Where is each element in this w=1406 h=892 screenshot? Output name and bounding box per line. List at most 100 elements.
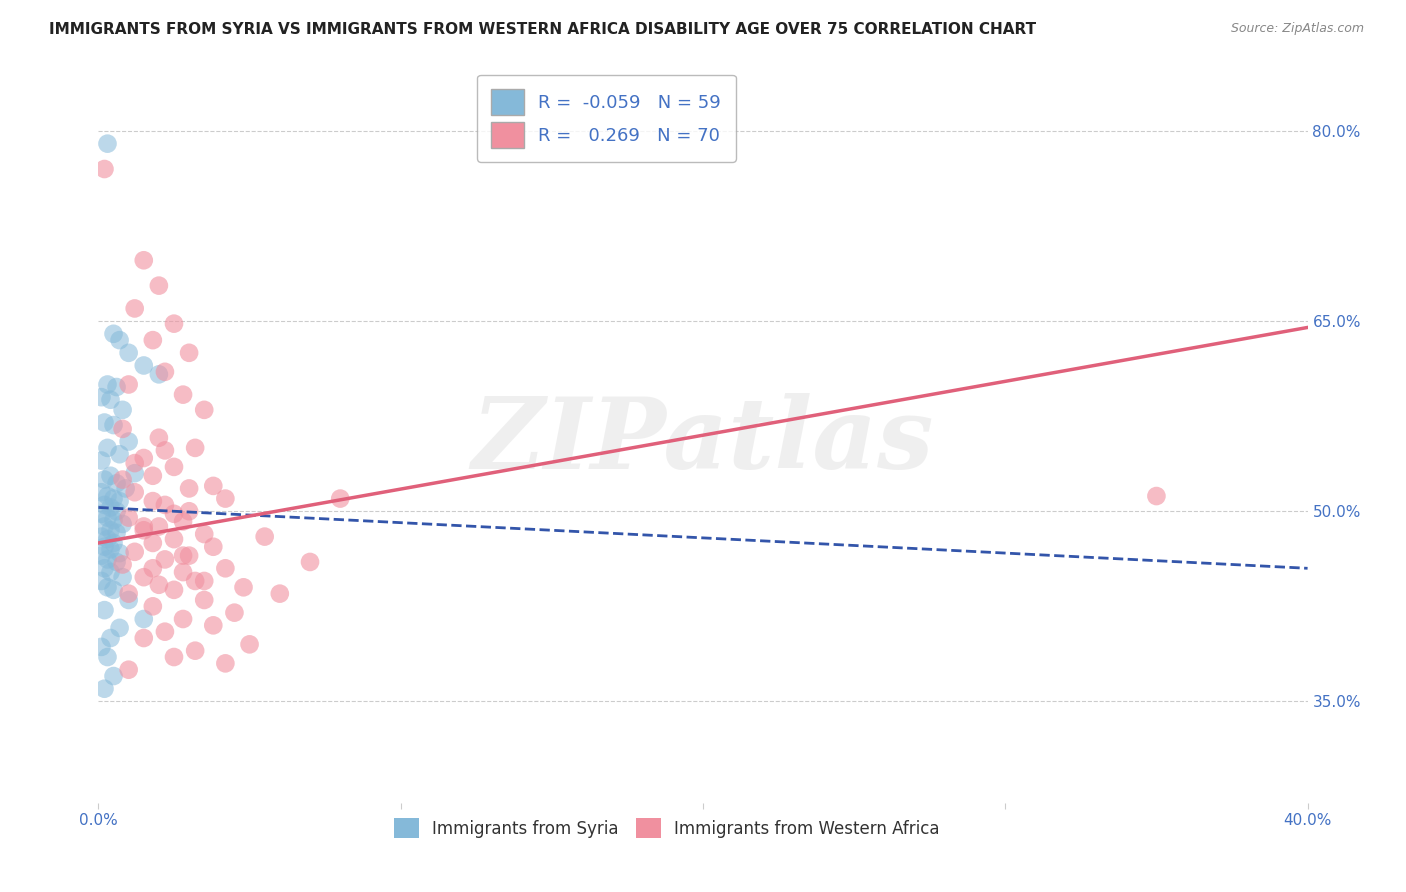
Point bbox=[93, 498, 115, 512]
Point bbox=[100, 542, 122, 557]
Point bbox=[148, 431, 170, 445]
Point bbox=[214, 491, 236, 506]
Point bbox=[96, 552, 118, 566]
Point bbox=[93, 416, 115, 430]
Point bbox=[124, 467, 146, 481]
Point bbox=[329, 491, 352, 506]
Point bbox=[132, 253, 155, 268]
Point bbox=[124, 456, 146, 470]
Text: ZIPatlas: ZIPatlas bbox=[472, 393, 934, 490]
Point bbox=[163, 650, 186, 665]
Point bbox=[193, 574, 215, 588]
Point bbox=[132, 570, 155, 584]
Point bbox=[111, 473, 134, 487]
Point bbox=[172, 565, 194, 579]
Point bbox=[96, 136, 118, 151]
Point bbox=[153, 552, 176, 566]
Point bbox=[111, 516, 134, 531]
Point bbox=[148, 519, 170, 533]
Point bbox=[193, 402, 215, 417]
Point bbox=[179, 346, 201, 360]
Point bbox=[124, 545, 146, 559]
Point bbox=[108, 333, 131, 347]
Point bbox=[239, 637, 262, 651]
Point bbox=[118, 587, 141, 601]
Point bbox=[118, 346, 141, 360]
Point bbox=[172, 515, 194, 529]
Point bbox=[108, 546, 131, 560]
Point bbox=[96, 489, 118, 503]
Point bbox=[202, 618, 225, 632]
Point bbox=[93, 161, 115, 176]
Point bbox=[93, 473, 115, 487]
Point bbox=[96, 510, 118, 524]
Point bbox=[111, 422, 134, 436]
Point bbox=[108, 447, 131, 461]
Point bbox=[163, 507, 186, 521]
Point bbox=[90, 453, 112, 467]
Point bbox=[172, 612, 194, 626]
Point bbox=[124, 301, 146, 316]
Point bbox=[103, 582, 125, 597]
Point bbox=[214, 561, 236, 575]
Point bbox=[103, 669, 125, 683]
Point bbox=[163, 532, 186, 546]
Point bbox=[90, 507, 112, 521]
Point bbox=[100, 468, 122, 483]
Point bbox=[90, 530, 112, 544]
Text: Source: ZipAtlas.com: Source: ZipAtlas.com bbox=[1230, 22, 1364, 36]
Point bbox=[118, 377, 141, 392]
Point bbox=[153, 443, 176, 458]
Point bbox=[179, 549, 201, 563]
Point bbox=[96, 377, 118, 392]
Point bbox=[142, 536, 165, 550]
Legend: Immigrants from Syria, Immigrants from Western Africa: Immigrants from Syria, Immigrants from W… bbox=[388, 812, 946, 845]
Point bbox=[163, 459, 186, 474]
Point bbox=[100, 392, 122, 407]
Point bbox=[163, 582, 186, 597]
Point bbox=[163, 317, 186, 331]
Point bbox=[142, 468, 165, 483]
Point bbox=[132, 450, 155, 465]
Point bbox=[90, 640, 112, 654]
Point bbox=[184, 643, 207, 657]
Point bbox=[111, 558, 134, 572]
Point bbox=[153, 498, 176, 512]
Point bbox=[118, 434, 141, 449]
Point bbox=[103, 513, 125, 527]
Point bbox=[214, 657, 236, 671]
Point bbox=[90, 549, 112, 563]
Point bbox=[105, 476, 128, 491]
Point bbox=[172, 387, 194, 401]
Point bbox=[193, 593, 215, 607]
Point bbox=[124, 485, 146, 500]
Point bbox=[103, 418, 125, 433]
Point bbox=[142, 561, 165, 575]
Point bbox=[111, 570, 134, 584]
Point bbox=[172, 549, 194, 563]
Point bbox=[232, 580, 254, 594]
Point bbox=[179, 504, 201, 518]
Point bbox=[184, 574, 207, 588]
Point bbox=[111, 402, 134, 417]
Point bbox=[105, 380, 128, 394]
Point bbox=[184, 441, 207, 455]
Point bbox=[96, 580, 118, 594]
Point bbox=[132, 523, 155, 537]
Point bbox=[132, 612, 155, 626]
Point bbox=[118, 663, 141, 677]
Point bbox=[100, 523, 122, 537]
Point bbox=[202, 479, 225, 493]
Point bbox=[202, 540, 225, 554]
Point bbox=[90, 485, 112, 500]
Point bbox=[93, 681, 115, 696]
Point bbox=[93, 540, 115, 554]
Point bbox=[103, 491, 125, 506]
Point bbox=[103, 536, 125, 550]
Point bbox=[103, 326, 125, 341]
Point bbox=[105, 504, 128, 518]
Point bbox=[299, 555, 322, 569]
Point bbox=[253, 530, 276, 544]
Point bbox=[132, 359, 155, 373]
Point bbox=[224, 606, 246, 620]
